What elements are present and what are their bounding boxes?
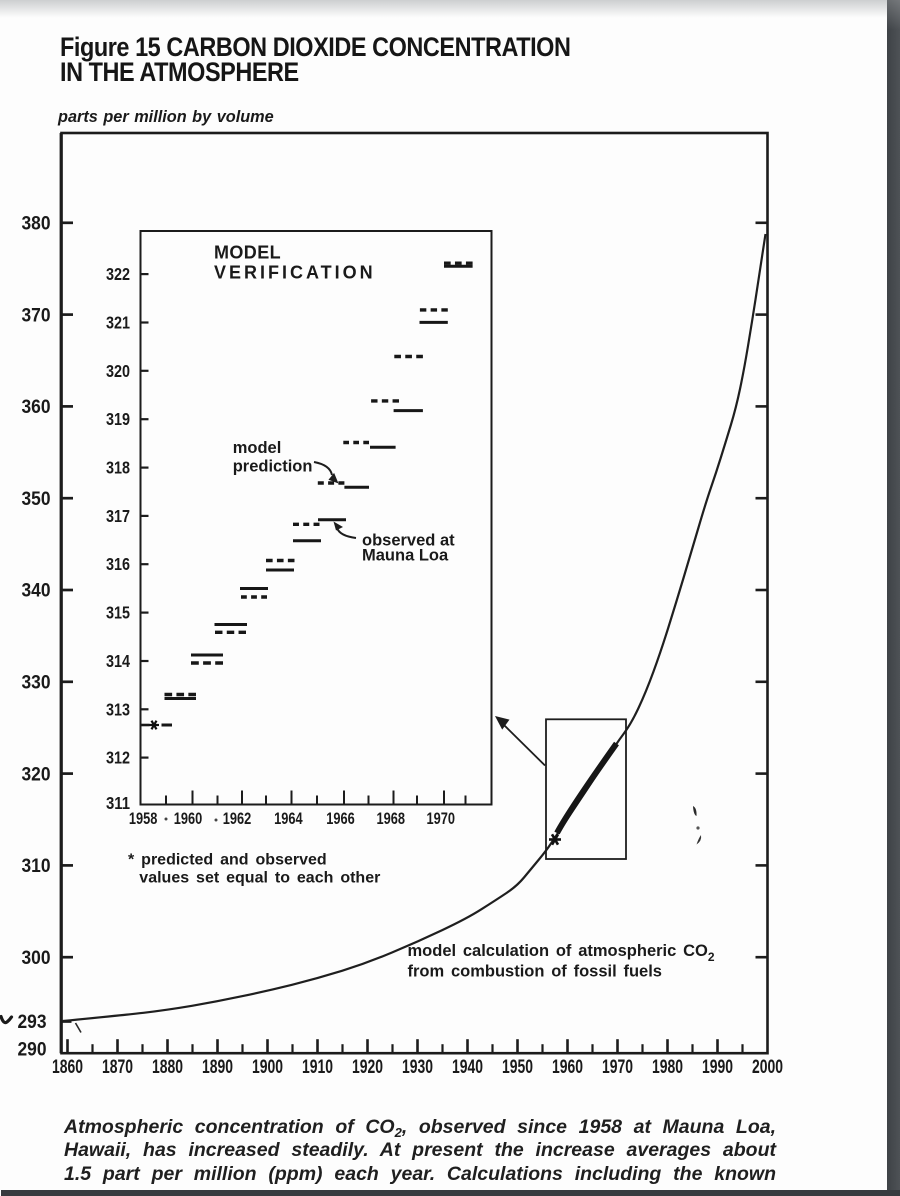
svg-text:1960: 1960 bbox=[174, 810, 203, 828]
svg-text:1910: 1910 bbox=[302, 1057, 333, 1078]
svg-text:1890: 1890 bbox=[202, 1057, 233, 1078]
svg-text:from combustion of fossil fuel: from combustion of fossil fuels bbox=[408, 963, 662, 981]
svg-text:prediction: prediction bbox=[233, 458, 313, 476]
svg-text:293: 293 bbox=[18, 1011, 47, 1033]
svg-text:310: 310 bbox=[22, 855, 51, 877]
svg-text:1940: 1940 bbox=[452, 1057, 483, 1078]
svg-text:1962: 1962 bbox=[223, 810, 252, 828]
svg-text:model calculation of atmospher: model calculation of atmospheric CO2 bbox=[408, 942, 715, 964]
svg-text:300: 300 bbox=[22, 947, 51, 969]
svg-text:330: 330 bbox=[22, 672, 51, 694]
svg-text:1958: 1958 bbox=[129, 810, 158, 828]
svg-text:* predicted and observed: * predicted and observed bbox=[128, 852, 327, 869]
svg-text:1970: 1970 bbox=[602, 1057, 633, 1078]
svg-text:1930: 1930 bbox=[402, 1057, 433, 1078]
svg-text:observed at: observed at bbox=[362, 532, 455, 550]
svg-text:2000: 2000 bbox=[752, 1057, 783, 1078]
svg-text:322: 322 bbox=[106, 264, 130, 284]
svg-text:317: 317 bbox=[106, 506, 130, 526]
svg-text:1880: 1880 bbox=[152, 1057, 183, 1078]
svg-text:290: 290 bbox=[18, 1039, 47, 1061]
svg-text:316: 316 bbox=[106, 554, 130, 574]
svg-text:313: 313 bbox=[106, 699, 130, 719]
svg-text:312: 312 bbox=[106, 748, 130, 768]
svg-text:311: 311 bbox=[106, 793, 130, 813]
svg-text:1950: 1950 bbox=[502, 1057, 533, 1078]
svg-text:1960: 1960 bbox=[552, 1057, 583, 1078]
svg-text:321: 321 bbox=[106, 313, 130, 333]
svg-text:1860: 1860 bbox=[52, 1057, 83, 1078]
svg-text:314: 314 bbox=[106, 651, 130, 671]
svg-text:1900: 1900 bbox=[252, 1057, 283, 1078]
svg-text:1980: 1980 bbox=[652, 1057, 683, 1078]
svg-text:1966: 1966 bbox=[326, 810, 355, 828]
svg-text:1964: 1964 bbox=[274, 810, 303, 828]
svg-text:319: 319 bbox=[106, 409, 130, 429]
svg-text:values set equal to each other: values set equal to each other bbox=[139, 870, 380, 887]
svg-text:350: 350 bbox=[22, 488, 51, 510]
svg-text:1870: 1870 bbox=[102, 1057, 133, 1078]
svg-text:1920: 1920 bbox=[352, 1057, 383, 1078]
svg-text:VERIFICATION: VERIFICATION bbox=[214, 263, 376, 283]
svg-text:318: 318 bbox=[106, 458, 130, 478]
svg-text:model: model bbox=[233, 439, 282, 457]
svg-text:380: 380 bbox=[22, 213, 51, 235]
svg-text:1970: 1970 bbox=[427, 810, 456, 828]
svg-text:Mauna Loa: Mauna Loa bbox=[362, 547, 449, 565]
svg-text:340: 340 bbox=[22, 580, 51, 602]
svg-text:370: 370 bbox=[22, 304, 51, 326]
svg-text:MODEL: MODEL bbox=[214, 243, 281, 263]
svg-text:1990: 1990 bbox=[702, 1057, 733, 1078]
svg-text:320: 320 bbox=[22, 763, 51, 785]
svg-text:1968: 1968 bbox=[377, 810, 406, 828]
svg-text:320: 320 bbox=[106, 361, 130, 381]
svg-text:360: 360 bbox=[22, 396, 51, 418]
svg-text:315: 315 bbox=[106, 603, 130, 623]
